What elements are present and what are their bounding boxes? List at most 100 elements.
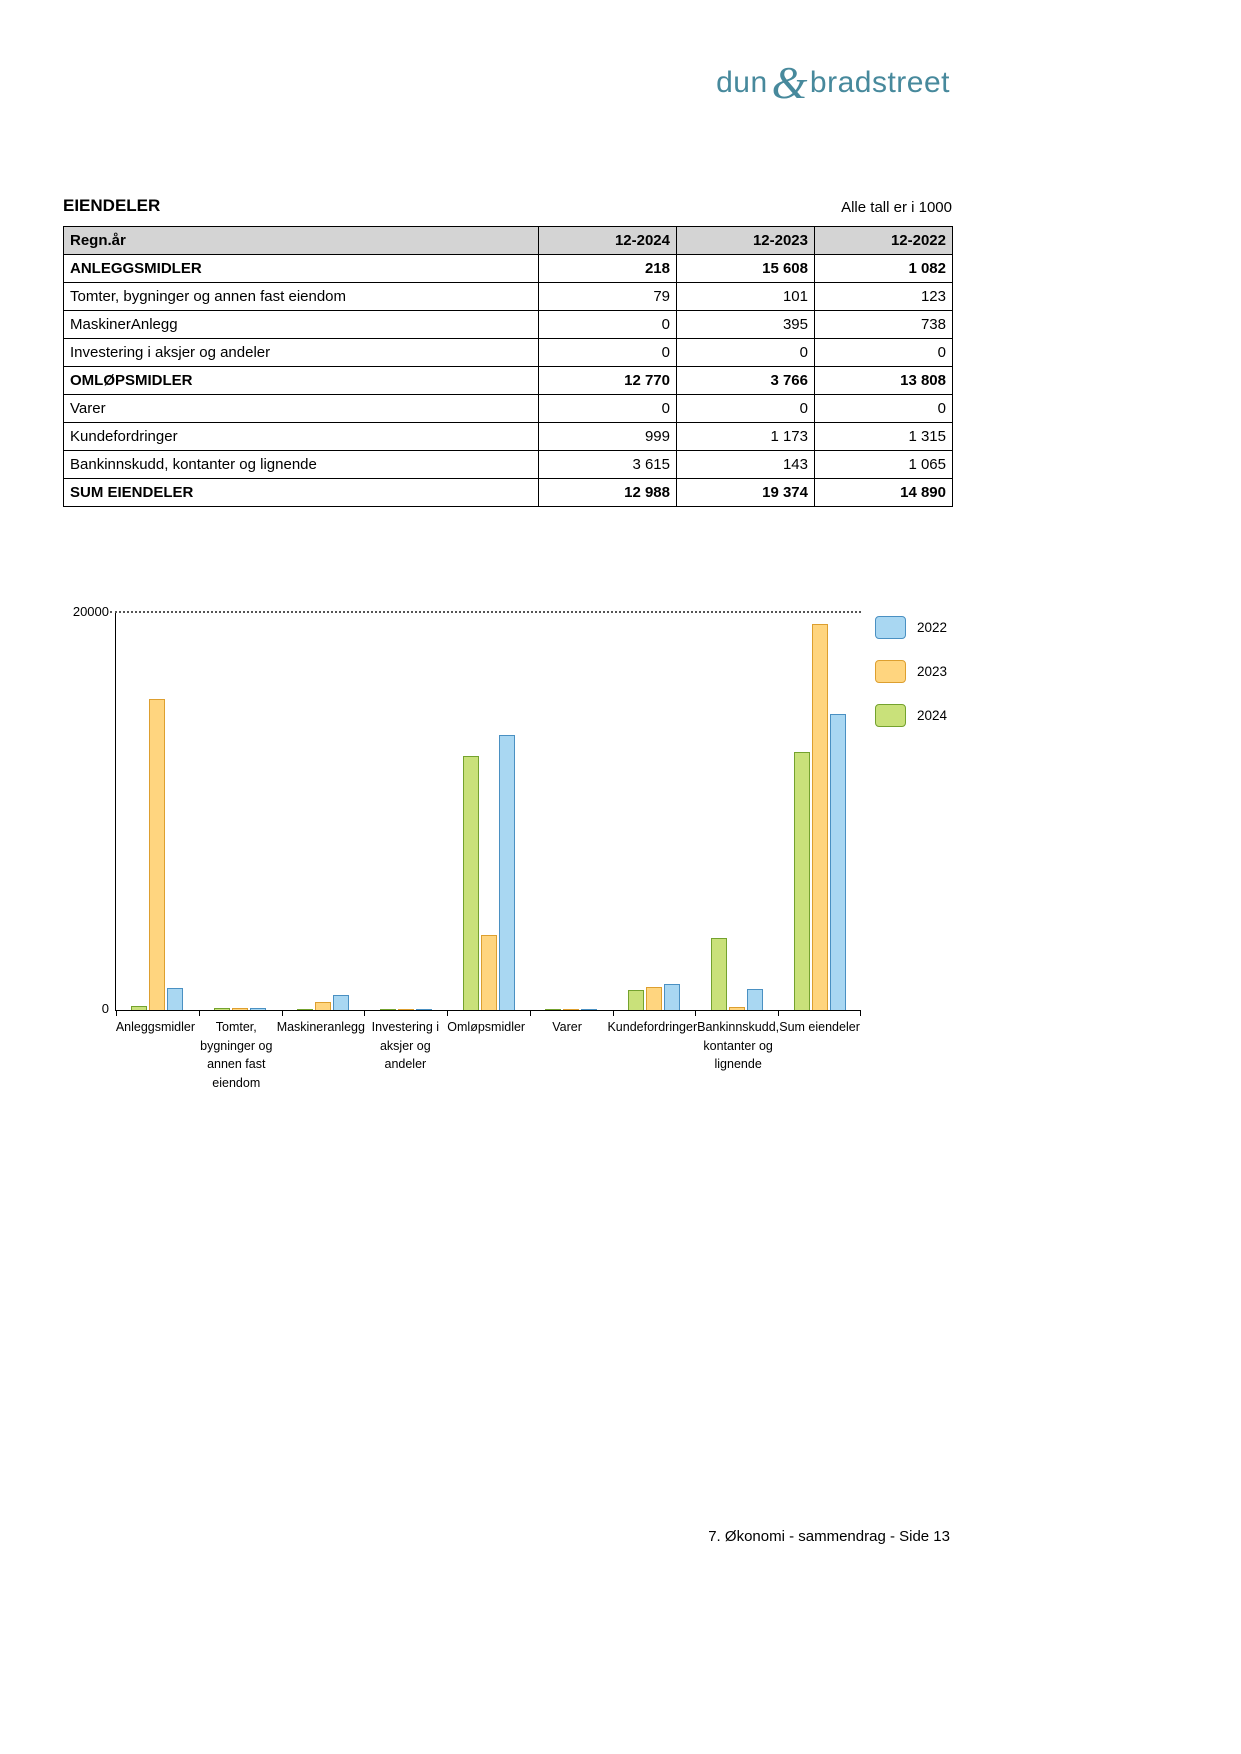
- cell-value: 0: [676, 338, 815, 367]
- cell-value: 1 173: [676, 422, 815, 451]
- logo-text-dun: dun: [716, 66, 768, 99]
- cell-value: 15 608: [676, 254, 815, 283]
- legend-label: 2023: [917, 664, 948, 679]
- legend-swatch-2023: [875, 660, 906, 683]
- logo-text-bradstreet: bradstreet: [809, 66, 950, 99]
- page-footer: 7. Økonomi - sammendrag - Side 13: [708, 1528, 950, 1545]
- table-row: Bankinnskudd, kontanter og lignende 3 615…: [63, 450, 953, 479]
- page-title: EIENDELER: [63, 196, 161, 215]
- chart-legend: 2022 2023 2024: [875, 616, 947, 727]
- bar-2024: [793, 752, 810, 1010]
- x-axis-tick: [199, 1011, 200, 1016]
- bar-2023: [149, 699, 166, 1010]
- bar-group: [613, 612, 696, 1010]
- legend-swatch-2022: [875, 616, 906, 639]
- bar-2023: [314, 1002, 331, 1010]
- row-label: MaskinerAnlegg: [63, 310, 539, 339]
- cell-value: 1 065: [814, 450, 953, 479]
- units-note: Alle tall er i 1000: [841, 199, 952, 216]
- bar-2024: [628, 990, 645, 1010]
- bar-2024: [131, 1006, 148, 1010]
- x-axis-labels: Anleggsmidler Tomter, bygninger og annen …: [115, 1018, 860, 1092]
- x-axis-tick: [695, 1011, 696, 1016]
- bar-group: [695, 612, 778, 1010]
- cell-value: 123: [814, 282, 953, 311]
- bar-2024: [545, 1009, 562, 1010]
- x-axis-category-label: Bankinnskudd, kontanter og lignende: [697, 1020, 780, 1071]
- legend-label: 2022: [917, 620, 948, 635]
- row-label: OMLØPSMIDLER: [63, 366, 539, 395]
- x-axis-category-label: Omløpsmidler: [447, 1020, 526, 1034]
- column-header: 12-2022: [814, 226, 953, 255]
- bar-2022: [664, 984, 681, 1010]
- bar-group: [116, 612, 199, 1010]
- assets-chart: 20000 0 Anleggsmidler Tomter, bygninger o…: [63, 590, 983, 1120]
- x-axis-tick: [364, 1011, 365, 1016]
- cell-value: 12 770: [538, 366, 677, 395]
- cell-value: 12 988: [538, 478, 677, 507]
- cell-value: 218: [538, 254, 677, 283]
- x-axis-category-label: Varer: [552, 1020, 582, 1034]
- x-axis-category-label: Sum eiendeler: [779, 1020, 860, 1034]
- table-row: Investering i aksjer og andeler 0 0 0: [63, 338, 953, 367]
- gridline-20000: [110, 611, 861, 613]
- table-row: Varer 0 0 0: [63, 394, 953, 423]
- bar-2023: [563, 1009, 580, 1010]
- x-axis-category-label: Anleggsmidler: [115, 1020, 196, 1034]
- x-axis-tick: [282, 1011, 283, 1016]
- bar-group: [282, 612, 365, 1010]
- row-label: Tomter, bygninger og annen fast eiendom: [63, 282, 539, 311]
- x-axis-category-label: Kundefordringer: [607, 1020, 698, 1034]
- row-label: Varer: [63, 394, 539, 423]
- y-axis-zero-label: 0: [101, 1001, 109, 1016]
- legend-swatch-2024: [875, 704, 906, 727]
- x-axis-tick: [613, 1011, 614, 1016]
- x-axis-category-label: Tomter, bygninger og annen fast eiendom: [200, 1020, 273, 1090]
- table-header-row: Regn.år 12-2024 12-2023 12-2022: [63, 226, 953, 255]
- table-row: Kundefordringer 999 1 173 1 315: [63, 422, 953, 451]
- bar-2022: [746, 989, 763, 1010]
- section-header: EIENDELER Alle tall er i 1000: [63, 196, 952, 216]
- table-row: SUM EIENDELER 12 988 19 374 14 890: [63, 478, 953, 507]
- cell-value: 101: [676, 282, 815, 311]
- bar-group: [778, 612, 861, 1010]
- cell-value: 79: [538, 282, 677, 311]
- cell-value: 738: [814, 310, 953, 339]
- cell-value: 13 808: [814, 366, 953, 395]
- legend-item: 2022: [875, 616, 947, 639]
- bar-2024: [214, 1008, 231, 1010]
- table-row: ANLEGGSMIDLER 218 15 608 1 082: [63, 254, 953, 283]
- x-axis-category-label: Maskineranlegg: [276, 1020, 365, 1034]
- bar-2022: [167, 988, 184, 1010]
- bar-2024: [710, 938, 727, 1010]
- bar-2023: [728, 1007, 745, 1010]
- legend-label: 2024: [917, 708, 948, 723]
- cell-value: 0: [814, 394, 953, 423]
- x-axis-tick: [860, 1011, 861, 1016]
- cell-value: 143: [676, 450, 815, 479]
- bar-2022: [581, 1009, 598, 1010]
- cell-value: 14 890: [814, 478, 953, 507]
- legend-item: 2023: [875, 660, 947, 683]
- column-header: 12-2024: [538, 226, 677, 255]
- bar-2024: [379, 1009, 396, 1010]
- cell-value: 0: [676, 394, 815, 423]
- bar-2022: [829, 714, 846, 1010]
- logo-ampersand-icon: &: [771, 57, 808, 108]
- chart-plot-area: [110, 611, 861, 1016]
- bar-2024: [462, 756, 479, 1010]
- cell-value: 395: [676, 310, 815, 339]
- cell-value: 0: [814, 338, 953, 367]
- cell-value: 0: [538, 310, 677, 339]
- dnb-logo: dun&bradstreet: [716, 60, 950, 106]
- bar-group: [447, 612, 530, 1010]
- legend-item: 2024: [875, 704, 947, 727]
- bar-2023: [811, 624, 828, 1010]
- row-label: Kundefordringer: [63, 422, 539, 451]
- y-axis-max-label: 20000: [72, 604, 109, 619]
- bar-2022: [250, 1008, 267, 1010]
- x-axis-tick: [447, 1011, 448, 1016]
- x-axis-category-label: Investering i aksjer og andeler: [371, 1020, 440, 1071]
- row-label: Investering i aksjer og andeler: [63, 338, 539, 367]
- bar-2022: [332, 995, 349, 1010]
